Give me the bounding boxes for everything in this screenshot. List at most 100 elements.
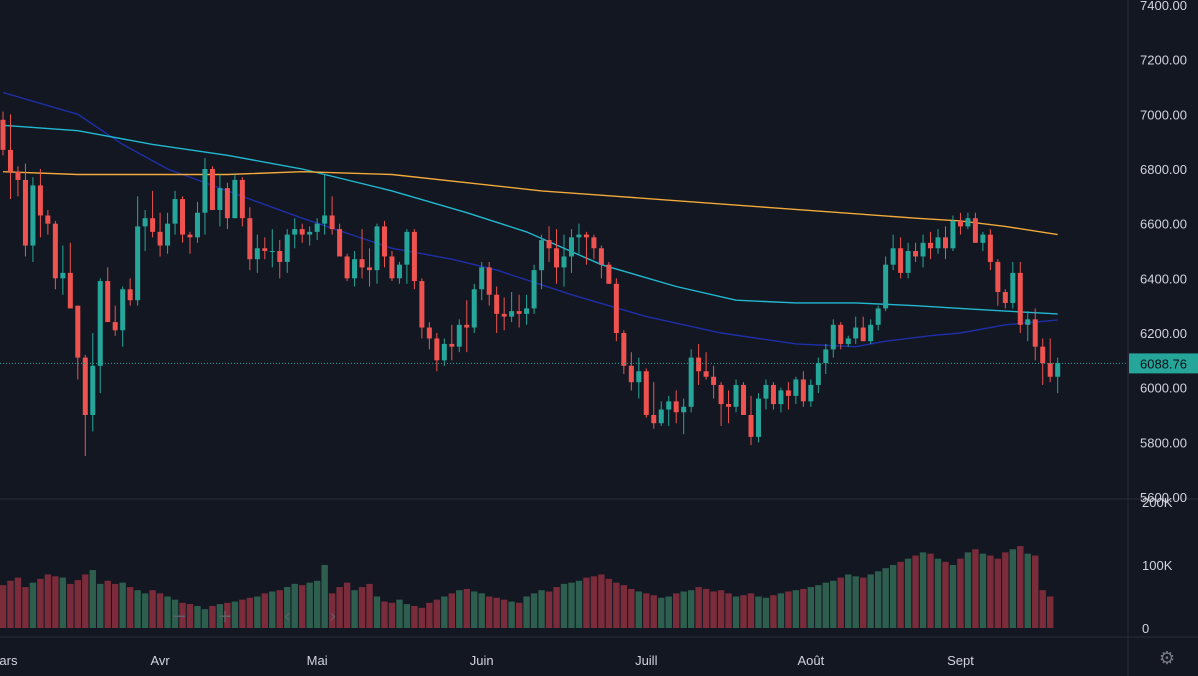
candle-body (778, 390, 784, 405)
candle-body (1032, 319, 1038, 347)
candle-body (209, 169, 215, 210)
candle-body (868, 324, 874, 342)
volume-bar (643, 593, 650, 628)
candle-body (898, 248, 904, 273)
volume-bar (725, 593, 732, 628)
candle-body (972, 218, 978, 243)
zoom-in-button[interactable]: + (217, 606, 233, 627)
candle-body (314, 223, 320, 232)
candle-body (554, 248, 560, 268)
scroll-right-button[interactable]: › (329, 606, 337, 627)
candle-body (411, 231, 417, 282)
volume-bar (313, 580, 321, 628)
candle-body (157, 231, 163, 246)
volume-bar (538, 590, 545, 628)
candle-body (696, 357, 702, 372)
candle-body (112, 322, 118, 331)
candle-body (666, 401, 672, 410)
candle-body (239, 179, 245, 219)
candle-body (681, 406, 687, 413)
volume-bar (388, 602, 396, 628)
volume-bar (299, 585, 306, 628)
volume-bar (52, 576, 59, 628)
price-candles (0, 111, 1061, 456)
volume-bar (231, 601, 239, 628)
candle-body (688, 357, 694, 407)
candle-body (37, 185, 43, 216)
volume-bar (186, 604, 194, 628)
volume-bar (598, 574, 605, 628)
volume-bar (957, 558, 964, 628)
volume-bar (874, 571, 882, 628)
volume-bar (351, 590, 358, 628)
candle-body (643, 371, 649, 415)
candle-body (628, 365, 634, 383)
candle-body (494, 294, 500, 314)
candle-body (755, 398, 761, 437)
candle-body (531, 270, 537, 309)
candle-body (329, 215, 335, 230)
volume-bar (1017, 546, 1024, 628)
settings-gear-icon[interactable]: ⚙ (1158, 648, 1176, 669)
volume-bar (343, 582, 351, 628)
volume-bar (456, 590, 463, 628)
price-tick-label: 6400.00 (1140, 271, 1187, 286)
volume-bar (628, 588, 635, 628)
candle-body (673, 401, 679, 413)
candle-body (337, 229, 343, 257)
volume-bar (44, 574, 52, 628)
price-tick-label: 7200.00 (1140, 53, 1187, 68)
volume-bar (815, 585, 822, 628)
price-tick-label: 6200.00 (1140, 326, 1187, 341)
volume-bar (261, 593, 268, 628)
volume-bar (441, 596, 448, 628)
volume-bar (673, 593, 680, 628)
volume-bar (358, 587, 366, 628)
candle-body (142, 218, 148, 227)
volume-bar (276, 590, 283, 628)
volume-bar (702, 588, 710, 628)
volume-bar (904, 558, 912, 628)
candle-body (180, 199, 186, 235)
volume-bar (471, 591, 478, 628)
candle-body (800, 379, 806, 402)
candle-body (733, 384, 739, 407)
volume-bar (949, 565, 957, 628)
candle-body (875, 308, 881, 325)
time-tick-label: Sept (947, 653, 974, 668)
candle-body (546, 240, 552, 249)
candle-body (82, 357, 88, 415)
time-tick-label: Mars (0, 653, 18, 668)
scroll-left-button[interactable]: ‹ (283, 606, 291, 627)
volume-bar (7, 580, 14, 628)
volume-bar (860, 577, 867, 628)
volume-bar (149, 590, 156, 628)
volume-bar (67, 583, 74, 628)
volume-bar (553, 587, 560, 628)
candle-body (135, 226, 141, 301)
volume-bar (321, 565, 328, 628)
candle-body (75, 305, 81, 358)
volume-bar (732, 596, 740, 628)
candle-body (928, 242, 934, 249)
volume-bar (448, 593, 455, 628)
candle-body (890, 248, 896, 265)
candle-body (950, 220, 956, 249)
candle-body (995, 261, 1001, 292)
zoom-out-button[interactable]: − (171, 606, 187, 627)
candle-body (815, 363, 821, 385)
volume-bar (545, 591, 553, 628)
candle-body (456, 324, 462, 347)
candle-body (606, 264, 612, 284)
candle-body (7, 149, 13, 172)
last-price-label: 6088.76 (1140, 356, 1187, 371)
candle-body (980, 234, 986, 243)
volume-bar (934, 558, 942, 628)
candle-body (942, 237, 948, 249)
volume-bar (680, 591, 687, 628)
time-tick-label: Avr (150, 653, 170, 668)
candle-body (785, 390, 791, 396)
volume-bars (0, 546, 1054, 628)
price-tick-label: 6800.00 (1140, 162, 1187, 177)
